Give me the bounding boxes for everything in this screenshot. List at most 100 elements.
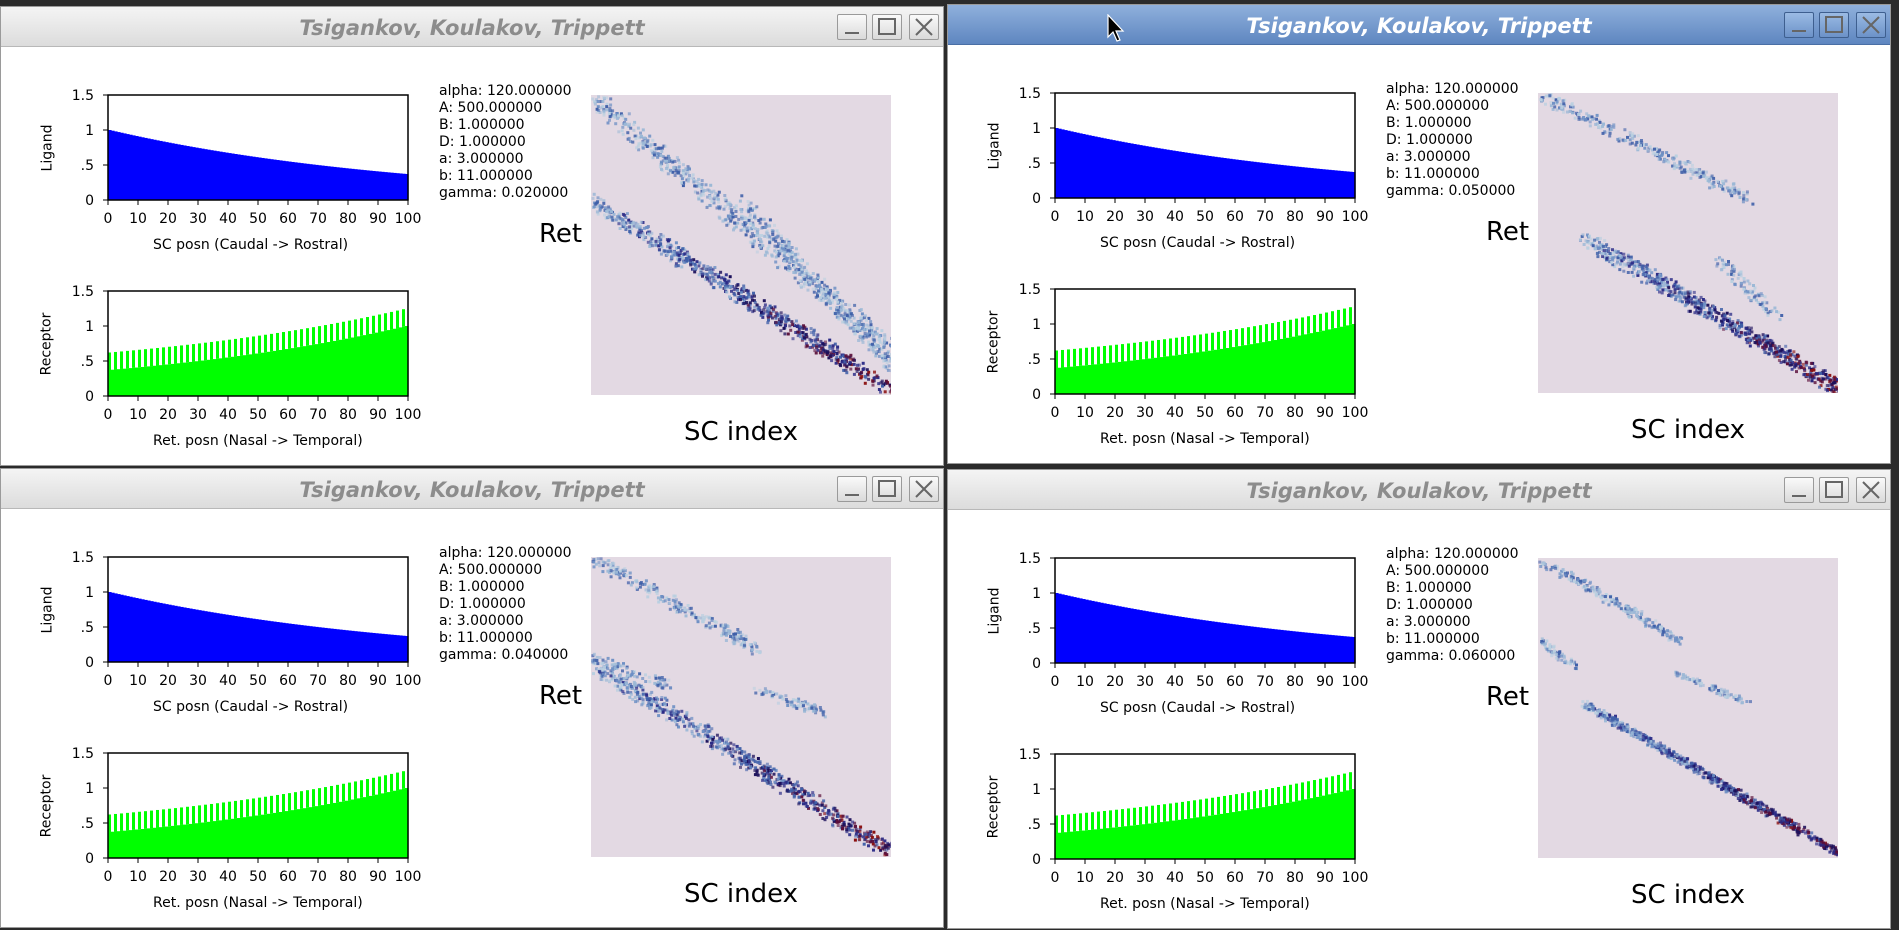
heatmap-cell bbox=[739, 291, 743, 295]
receptor-bar bbox=[1178, 819, 1182, 859]
heatmap-cell bbox=[1712, 180, 1716, 184]
heatmap-cell bbox=[882, 359, 886, 363]
close-button[interactable] bbox=[909, 476, 939, 502]
heatmap-cell bbox=[849, 824, 853, 828]
plot-window[interactable]: Tsigankov, Koulakov, Trippett 0.5 1 1.5 0 10 2… bbox=[947, 4, 1891, 464]
heatmap-cell bbox=[841, 299, 845, 303]
maximize-button[interactable] bbox=[1819, 477, 1849, 503]
ligand-bar bbox=[1229, 158, 1233, 198]
maximize-button[interactable] bbox=[1819, 12, 1849, 38]
heatmap-cell bbox=[601, 570, 605, 574]
heatmap-cell bbox=[881, 356, 885, 360]
heatmap-cell bbox=[751, 221, 755, 225]
ligand-bar bbox=[1220, 157, 1224, 198]
heatmap-cell bbox=[1721, 258, 1724, 262]
heatmap-cell bbox=[749, 213, 752, 217]
heatmap-cell bbox=[1664, 276, 1668, 280]
receptor-bar bbox=[1337, 792, 1341, 859]
heatmap-cell bbox=[714, 191, 718, 195]
maximize-button[interactable] bbox=[872, 476, 902, 502]
ligand-bar bbox=[306, 163, 310, 200]
parameter-line: b: 11.000000 bbox=[439, 630, 533, 646]
heatmap-cell bbox=[629, 686, 633, 690]
heatmap-cell bbox=[742, 645, 746, 649]
plot-window[interactable]: Tsigankov, Koulakov, Trippett 0.5 1 1.5 0 10 2… bbox=[0, 468, 944, 928]
receptor-bar bbox=[120, 368, 124, 396]
heatmap-cell bbox=[1638, 270, 1641, 273]
heatmap-cell bbox=[838, 298, 842, 302]
close-button[interactable] bbox=[1856, 12, 1886, 38]
heatmap-cell bbox=[725, 290, 729, 294]
heatmap-cell bbox=[614, 666, 618, 670]
heatmap-cell bbox=[712, 201, 716, 205]
ligand-bar bbox=[312, 626, 316, 662]
window-titlebar[interactable]: Tsigankov, Koulakov, Trippett bbox=[1, 469, 943, 509]
minimize-button[interactable] bbox=[837, 476, 867, 502]
close-button[interactable] bbox=[909, 14, 939, 40]
heatmap-cell bbox=[657, 600, 661, 604]
receptor-bar-tip bbox=[108, 352, 111, 370]
heatmap-cell bbox=[738, 199, 742, 203]
heatmap-cell bbox=[1681, 286, 1685, 290]
heatmap-cell bbox=[725, 223, 729, 227]
ligand-bar bbox=[1118, 606, 1122, 663]
heatmap-cell bbox=[1831, 385, 1835, 389]
receptor-bar bbox=[1247, 809, 1251, 859]
maximize-button[interactable] bbox=[872, 14, 902, 40]
receptor-bar bbox=[309, 345, 313, 396]
minimize-button[interactable] bbox=[1784, 12, 1814, 38]
minimize-button[interactable] bbox=[837, 14, 867, 40]
heatmap-cell bbox=[858, 833, 862, 837]
heatmap-cell bbox=[628, 225, 632, 229]
receptor-bar-tip bbox=[324, 325, 327, 343]
plot-window[interactable]: Tsigankov, Koulakov, Trippett 0.5 1 1.5 0 10 2… bbox=[947, 469, 1891, 929]
heatmap-cell bbox=[758, 245, 762, 249]
minimize-button[interactable] bbox=[1784, 477, 1814, 503]
receptor-bar-tip bbox=[1301, 782, 1304, 800]
ligand-bar bbox=[1256, 162, 1260, 198]
receptor-bar-tip bbox=[1181, 336, 1184, 355]
receptor-bar-tip bbox=[1313, 780, 1316, 798]
ligand-bar bbox=[1139, 610, 1143, 663]
heatmap-cell bbox=[678, 161, 681, 165]
heatmap-cell bbox=[1828, 379, 1832, 383]
close-button[interactable] bbox=[1856, 477, 1886, 503]
heatmap-cell bbox=[600, 662, 604, 666]
heatmap-cell bbox=[857, 323, 861, 327]
heatmap-cell bbox=[1798, 359, 1802, 363]
heatmap-cell bbox=[754, 217, 757, 221]
heatmap-cell bbox=[750, 645, 754, 649]
receptor-bar-tip bbox=[1091, 812, 1094, 830]
heatmap-cell bbox=[738, 756, 742, 760]
heatmap-cell bbox=[634, 684, 637, 688]
heatmap-cell bbox=[770, 306, 773, 310]
heatmap-cell bbox=[800, 270, 804, 274]
window-titlebar[interactable]: Tsigankov, Koulakov, Trippett bbox=[1, 7, 943, 47]
heatmap-cell bbox=[630, 672, 634, 676]
heatmap-cell bbox=[843, 362, 847, 366]
heatmap-cell bbox=[692, 613, 696, 617]
heatmap-cell bbox=[700, 185, 704, 189]
window-titlebar[interactable]: Tsigankov, Koulakov, Trippett bbox=[948, 470, 1890, 510]
receptor-bar-tip bbox=[1337, 774, 1340, 793]
heatmap-cell bbox=[869, 834, 873, 838]
heatmap-cell bbox=[829, 351, 833, 355]
heatmap-cell bbox=[1751, 202, 1755, 206]
heatmap-cell bbox=[718, 216, 722, 220]
heatmap-cell bbox=[1655, 147, 1658, 151]
heatmap-cell bbox=[1680, 300, 1684, 304]
plot-window[interactable]: Tsigankov, Koulakov, Trippett 0.5 1 1.5 0 10 2… bbox=[0, 6, 944, 466]
heatmap-cell bbox=[842, 360, 846, 364]
heatmap-cell bbox=[872, 830, 876, 834]
window-titlebar[interactable]: Tsigankov, Koulakov, Trippett bbox=[948, 5, 1890, 45]
ligand-bar bbox=[303, 163, 307, 200]
receptor-bar-tip bbox=[1313, 315, 1316, 333]
heatmap-cell bbox=[1836, 387, 1838, 391]
heatmap-cell bbox=[1784, 357, 1787, 361]
x-tick-label: 40 bbox=[1166, 209, 1184, 225]
heatmap-cell bbox=[718, 285, 722, 289]
heatmap-cell bbox=[889, 844, 891, 848]
heatmap-cell bbox=[626, 581, 630, 585]
heatmap-cell bbox=[882, 841, 885, 845]
heatmap-cell bbox=[782, 254, 786, 258]
